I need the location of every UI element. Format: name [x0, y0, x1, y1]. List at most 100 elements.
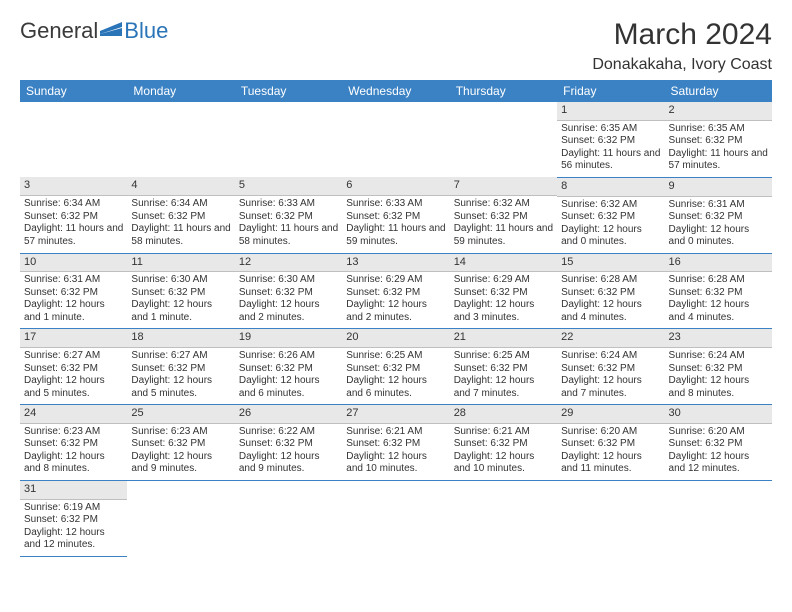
- daylight-text: Daylight: 11 hours and 59 minutes.: [454, 223, 553, 248]
- day-details: Sunrise: 6:29 AMSunset: 6:32 PMDaylight:…: [450, 272, 557, 328]
- day-details: Sunrise: 6:24 AMSunset: 6:32 PMDaylight:…: [665, 348, 772, 404]
- sunset-text: Sunset: 6:32 PM: [669, 287, 768, 300]
- col-monday: Monday: [127, 80, 234, 102]
- day-details: Sunrise: 6:28 AMSunset: 6:32 PMDaylight:…: [557, 272, 664, 328]
- daylight-text: Daylight: 11 hours and 56 minutes.: [561, 148, 660, 173]
- sunrise-text: Sunrise: 6:31 AM: [24, 274, 123, 287]
- sunset-text: Sunset: 6:32 PM: [669, 438, 768, 451]
- sunset-text: Sunset: 6:32 PM: [346, 438, 445, 451]
- day-cell: 28Sunrise: 6:21 AMSunset: 6:32 PMDayligh…: [450, 405, 557, 481]
- sunrise-text: Sunrise: 6:34 AM: [131, 198, 230, 211]
- day-details: Sunrise: 6:32 AMSunset: 6:32 PMDaylight:…: [557, 197, 664, 253]
- day-cell: 5Sunrise: 6:33 AMSunset: 6:32 PMDaylight…: [235, 177, 342, 253]
- day-cell: [342, 480, 449, 556]
- day-cell: 22Sunrise: 6:24 AMSunset: 6:32 PMDayligh…: [557, 329, 664, 405]
- day-number: 21: [450, 329, 557, 348]
- sunset-text: Sunset: 6:32 PM: [239, 211, 338, 224]
- daylight-text: Daylight: 12 hours and 0 minutes.: [669, 224, 768, 249]
- brand-logo: General Blue: [20, 18, 168, 44]
- day-number: 26: [235, 405, 342, 424]
- day-cell: [127, 480, 234, 556]
- sunset-text: Sunset: 6:32 PM: [561, 135, 660, 148]
- sunrise-text: Sunrise: 6:23 AM: [24, 426, 123, 439]
- day-details: Sunrise: 6:32 AMSunset: 6:32 PMDaylight:…: [450, 196, 557, 252]
- day-cell: 6Sunrise: 6:33 AMSunset: 6:32 PMDaylight…: [342, 177, 449, 253]
- sunset-text: Sunset: 6:32 PM: [346, 287, 445, 300]
- sunrise-text: Sunrise: 6:29 AM: [454, 274, 553, 287]
- day-details: Sunrise: 6:25 AMSunset: 6:32 PMDaylight:…: [342, 348, 449, 404]
- sunrise-text: Sunrise: 6:27 AM: [131, 350, 230, 363]
- sunrise-text: Sunrise: 6:24 AM: [669, 350, 768, 363]
- sunrise-text: Sunrise: 6:34 AM: [24, 198, 123, 211]
- day-number: 31: [20, 481, 127, 500]
- day-cell: [20, 102, 127, 177]
- daylight-text: Daylight: 12 hours and 4 minutes.: [561, 299, 660, 324]
- daylight-text: Daylight: 12 hours and 2 minutes.: [346, 299, 445, 324]
- day-details: Sunrise: 6:19 AMSunset: 6:32 PMDaylight:…: [20, 500, 127, 556]
- daylight-text: Daylight: 12 hours and 11 minutes.: [561, 451, 660, 476]
- sunset-text: Sunset: 6:32 PM: [239, 438, 338, 451]
- day-number: 27: [342, 405, 449, 424]
- day-cell: 12Sunrise: 6:30 AMSunset: 6:32 PMDayligh…: [235, 253, 342, 329]
- day-cell: 29Sunrise: 6:20 AMSunset: 6:32 PMDayligh…: [557, 405, 664, 481]
- day-cell: 3Sunrise: 6:34 AMSunset: 6:32 PMDaylight…: [20, 177, 127, 253]
- daylight-text: Daylight: 12 hours and 10 minutes.: [346, 451, 445, 476]
- daylight-text: Daylight: 11 hours and 58 minutes.: [239, 223, 338, 248]
- sunset-text: Sunset: 6:32 PM: [239, 287, 338, 300]
- day-number: 1: [557, 102, 664, 121]
- day-number: 8: [557, 178, 664, 197]
- week-row: 10Sunrise: 6:31 AMSunset: 6:32 PMDayligh…: [20, 253, 772, 329]
- day-details: Sunrise: 6:20 AMSunset: 6:32 PMDaylight:…: [557, 424, 664, 480]
- day-number: 24: [20, 405, 127, 424]
- day-cell: 21Sunrise: 6:25 AMSunset: 6:32 PMDayligh…: [450, 329, 557, 405]
- sunrise-text: Sunrise: 6:32 AM: [561, 199, 660, 212]
- sunset-text: Sunset: 6:32 PM: [24, 438, 123, 451]
- daylight-text: Daylight: 12 hours and 6 minutes.: [239, 375, 338, 400]
- day-cell: 18Sunrise: 6:27 AMSunset: 6:32 PMDayligh…: [127, 329, 234, 405]
- day-cell: 11Sunrise: 6:30 AMSunset: 6:32 PMDayligh…: [127, 253, 234, 329]
- daylight-text: Daylight: 11 hours and 59 minutes.: [346, 223, 445, 248]
- day-number: 22: [557, 329, 664, 348]
- sunrise-text: Sunrise: 6:35 AM: [561, 123, 660, 136]
- col-sunday: Sunday: [20, 80, 127, 102]
- sunrise-text: Sunrise: 6:23 AM: [131, 426, 230, 439]
- day-details: Sunrise: 6:22 AMSunset: 6:32 PMDaylight:…: [235, 424, 342, 480]
- day-cell: 15Sunrise: 6:28 AMSunset: 6:32 PMDayligh…: [557, 253, 664, 329]
- week-row: 3Sunrise: 6:34 AMSunset: 6:32 PMDaylight…: [20, 177, 772, 253]
- day-cell: 14Sunrise: 6:29 AMSunset: 6:32 PMDayligh…: [450, 253, 557, 329]
- daylight-text: Daylight: 11 hours and 57 minutes.: [24, 223, 123, 248]
- daylight-text: Daylight: 12 hours and 7 minutes.: [561, 375, 660, 400]
- daylight-text: Daylight: 12 hours and 2 minutes.: [239, 299, 338, 324]
- col-wednesday: Wednesday: [342, 80, 449, 102]
- day-details: Sunrise: 6:34 AMSunset: 6:32 PMDaylight:…: [127, 196, 234, 252]
- day-details: Sunrise: 6:24 AMSunset: 6:32 PMDaylight:…: [557, 348, 664, 404]
- sunset-text: Sunset: 6:32 PM: [561, 211, 660, 224]
- sunset-text: Sunset: 6:32 PM: [24, 287, 123, 300]
- day-cell: [235, 480, 342, 556]
- day-cell: 19Sunrise: 6:26 AMSunset: 6:32 PMDayligh…: [235, 329, 342, 405]
- week-row: 1 Sunrise: 6:35 AMSunset: 6:32 PMDaylight…: [20, 102, 772, 177]
- sunrise-text: Sunrise: 6:33 AM: [346, 198, 445, 211]
- day-number: 5: [235, 177, 342, 196]
- day-cell: [665, 480, 772, 556]
- sunrise-text: Sunrise: 6:20 AM: [561, 426, 660, 439]
- day-cell: 4Sunrise: 6:34 AMSunset: 6:32 PMDaylight…: [127, 177, 234, 253]
- sunrise-text: Sunrise: 6:22 AM: [239, 426, 338, 439]
- day-number: 19: [235, 329, 342, 348]
- sunset-text: Sunset: 6:32 PM: [669, 363, 768, 376]
- day-number: 13: [342, 254, 449, 273]
- flag-icon: [100, 22, 122, 36]
- day-cell: 24Sunrise: 6:23 AMSunset: 6:32 PMDayligh…: [20, 405, 127, 481]
- daylight-text: Daylight: 12 hours and 9 minutes.: [239, 451, 338, 476]
- day-details: Sunrise: 6:34 AMSunset: 6:32 PMDaylight:…: [20, 196, 127, 252]
- day-details: Sunrise: 6:25 AMSunset: 6:32 PMDaylight:…: [450, 348, 557, 404]
- sunrise-text: Sunrise: 6:25 AM: [454, 350, 553, 363]
- day-details: Sunrise: 6:21 AMSunset: 6:32 PMDaylight:…: [450, 424, 557, 480]
- sunset-text: Sunset: 6:32 PM: [131, 363, 230, 376]
- daylight-text: Daylight: 12 hours and 5 minutes.: [24, 375, 123, 400]
- day-cell: 26Sunrise: 6:22 AMSunset: 6:32 PMDayligh…: [235, 405, 342, 481]
- week-row: 31Sunrise: 6:19 AMSunset: 6:32 PMDayligh…: [20, 480, 772, 556]
- day-number: 28: [450, 405, 557, 424]
- day-cell: 30Sunrise: 6:20 AMSunset: 6:32 PMDayligh…: [665, 405, 772, 481]
- daylight-text: Daylight: 12 hours and 1 minute.: [24, 299, 123, 324]
